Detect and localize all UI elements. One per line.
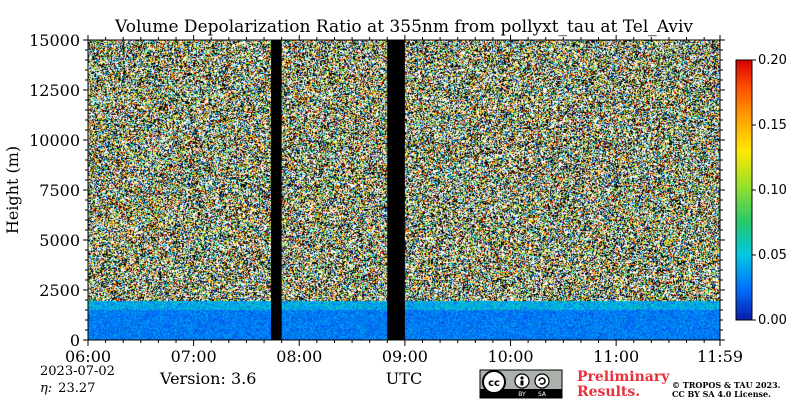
data-gap-bar: [387, 40, 405, 340]
x-axis: 06:00 07:00 08:00 09:00 10:00 11:00 11:59: [65, 35, 743, 366]
y-tick-label: 0: [70, 331, 80, 350]
y-tick-label: 7500: [39, 181, 80, 200]
sa-share-icon: [534, 373, 550, 389]
y-tick-label: 10000: [29, 131, 80, 150]
y-tick-label: 12500: [29, 81, 80, 100]
cc-logo-text: cc: [488, 378, 500, 389]
x-axis-label: UTC: [386, 369, 422, 388]
x-tick-label: 09:00: [382, 347, 428, 366]
colorbar-gradient: [735, 59, 753, 321]
y-axis-label: Height (m): [3, 146, 22, 234]
x-tick-label: 07:00: [171, 347, 217, 366]
x-tick-label: 11:00: [593, 347, 639, 366]
footer-date: 2023-07-02: [40, 364, 115, 379]
colorbar: 0.00 0.05 0.10 0.15 0.20: [735, 53, 787, 328]
data-gap-bar: [271, 40, 282, 340]
plot-area: [87, 39, 721, 341]
colorbar-tick-label: 0.15: [758, 118, 787, 133]
x-tick-label: 10:00: [487, 347, 533, 366]
cc-icon: [482, 370, 506, 394]
footer-eta: η: 23.27: [40, 381, 95, 396]
data-gaps: [271, 40, 405, 340]
cc-sa-label: SA: [538, 391, 547, 398]
copyright-line2: CC BY SA 4.0 License.: [672, 389, 771, 399]
footer-version: Version: 3.6: [159, 369, 256, 388]
y-tick-label: 5000: [39, 231, 80, 250]
colorbar-tick-label: 0.10: [758, 183, 787, 198]
eta-value: 23.27: [58, 381, 95, 396]
cc-by-label: BY: [518, 391, 526, 398]
eta-label: η:: [40, 381, 52, 396]
y-tick-label: 2500: [39, 281, 80, 300]
y-tick-label: 15000: [29, 31, 80, 50]
preliminary-line2: Results.: [577, 384, 640, 400]
x-tick-label: 08:00: [276, 347, 322, 366]
x-tick-label: 06:00: [65, 347, 111, 366]
copyright-line1: © TROPOS & TAU 2023.: [672, 380, 781, 390]
cc-license-badge: cc BY SA: [479, 369, 563, 399]
preliminary-line1: Preliminary: [577, 369, 670, 385]
y-axis: 0 2500 5000 7500 10000 12500 15000: [29, 31, 725, 350]
colorbar-tick-label: 0.00: [758, 313, 787, 328]
chart-title: Volume Depolarization Ratio at 355nm fro…: [114, 17, 693, 37]
colorbar-tick-label: 0.05: [758, 248, 787, 263]
colorbar-ticks: 0.00 0.05 0.10 0.15 0.20: [752, 53, 787, 328]
x-tick-label: 11:59: [697, 347, 743, 366]
colorbar-tick-label: 0.20: [758, 53, 787, 68]
